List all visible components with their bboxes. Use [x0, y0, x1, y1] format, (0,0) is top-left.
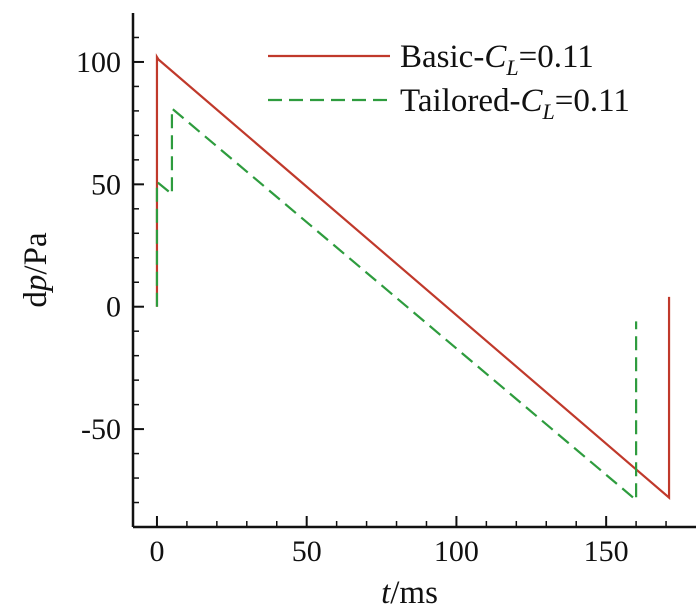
x-tick-label: 100	[434, 535, 479, 568]
y-tick-label: 100	[76, 46, 121, 79]
x-tick-label: 0	[149, 535, 164, 568]
axes	[131, 13, 696, 529]
plot-area	[155, 53, 671, 503]
series-line-basic	[155, 53, 671, 501]
x-tick-label: 50	[292, 535, 322, 568]
legend-label-basic: Basic-CL=0.11	[400, 39, 594, 80]
x-axis-title: t/ms	[381, 575, 438, 611]
series-line-tailored	[155, 106, 638, 503]
y-tick-label: -50	[81, 413, 121, 446]
y-tick-label: 50	[91, 168, 121, 201]
axis-labels: 0 50 100 150 100 50 0 -50 t/ms dp/Pa	[18, 46, 629, 611]
legend-label-tailored: Tailored-CL=0.11	[400, 83, 630, 124]
x-tick-label: 150	[584, 535, 629, 568]
y-tick-label: 0	[106, 291, 121, 324]
y-axis-title: dp/Pa	[18, 232, 54, 308]
